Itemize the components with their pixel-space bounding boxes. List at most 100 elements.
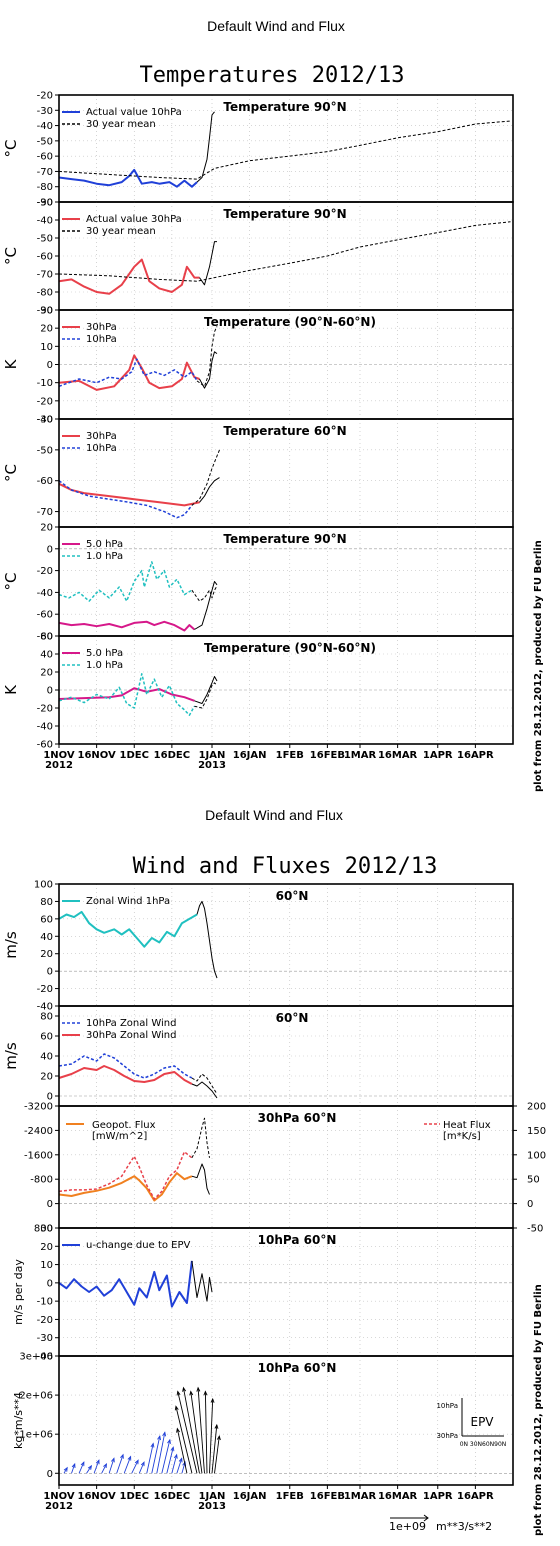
ytick-label: 20: [40, 324, 53, 335]
panel-0-0: -20 -30 -40 -50 -60 -70 -80 -90 Temperature 90°N…: [2, 91, 514, 209]
y-unit-label: °C: [2, 247, 20, 265]
xtick-label: 1DEC: [120, 1491, 149, 1502]
panel-0-1: -30 -40 -50 -60 -70 -80 -90 Temperature 90°N °C A…: [2, 198, 514, 317]
epv-vector-head: [178, 1457, 183, 1463]
xtick-label: 1NOV: [43, 1491, 75, 1502]
ytick-label: -80: [37, 182, 53, 193]
xtick-label: 16NOV: [77, 750, 116, 761]
series-line-forecast: [196, 900, 218, 979]
panel-title: Temperature 60°N: [223, 424, 346, 438]
epv-vector-head: [167, 1438, 171, 1444]
xtick-label: 16DEC: [154, 750, 190, 761]
ytick-label: -30: [37, 106, 53, 117]
ytick-label: -40: [37, 1002, 53, 1013]
series-line-heat-flux: [58, 1151, 193, 1200]
epv-down-label: 30hPa: [436, 1432, 458, 1440]
epv-vector: [108, 1458, 115, 1474]
panel-frame: [58, 635, 514, 745]
legend-label: Geopot. Flux: [92, 1120, 156, 1131]
ytick-label: -70: [37, 167, 53, 178]
epv-vector: [209, 1398, 214, 1474]
epv-vector-head: [216, 1434, 221, 1441]
ytick-label: 0: [47, 967, 53, 978]
epv-vector: [101, 1463, 107, 1474]
y-unit-label: kg*m/s**4: [12, 1392, 25, 1449]
ytick-right-label: 100: [527, 1150, 546, 1161]
ytick-label: 1e+06: [19, 1430, 53, 1441]
series-line-5-0-hpa: [58, 620, 196, 632]
xtick-label: 16FEB: [310, 1491, 345, 1502]
epv-vector: [177, 1391, 198, 1474]
ytick-label: 20: [40, 668, 53, 679]
epv-vector-head: [173, 1453, 178, 1459]
epv-vector-head: [189, 1390, 194, 1396]
legend-label: 30hPa: [86, 431, 117, 442]
epv-vector: [123, 1456, 132, 1474]
series-line-30hpa-forecast: [199, 477, 220, 503]
series-line-1-0-hpa-forecast: [194, 682, 218, 709]
epv-vector: [78, 1461, 85, 1474]
scale-arrow-head: [423, 1514, 429, 1522]
ytick-label: -2400: [24, 1126, 53, 1137]
ytick-label: -1600: [24, 1150, 53, 1161]
ytick-label: 0: [47, 1092, 53, 1103]
ytick-label: -3200: [24, 1102, 53, 1113]
y-unit-label: K: [2, 358, 20, 369]
series-line-geopot-flux: [58, 1172, 193, 1202]
ytick-label: 60: [40, 1032, 53, 1043]
epv-vector-head: [170, 1446, 175, 1452]
xtick-label: 1DEC: [120, 750, 149, 761]
epv-vector-head: [210, 1397, 215, 1403]
series-line-30hpa-forecast: [191, 1081, 218, 1099]
epv-vector-head: [127, 1455, 132, 1461]
ytick-label: -50: [37, 445, 53, 456]
series-line-1-0-hpa-forecast: [191, 585, 218, 602]
xtick-sublabel: 2012: [45, 760, 73, 771]
ytick-label: -80: [37, 632, 53, 643]
ytick-label: 80: [40, 1012, 53, 1023]
ytick-label: -20: [37, 1315, 53, 1326]
series-line-5-0-hpa-forecast: [194, 676, 218, 704]
ytick-label: -40: [37, 1352, 53, 1363]
panel-title: Temperature 90°N: [223, 100, 346, 114]
epv-vector: [204, 1391, 208, 1474]
page-header-top: Default Wind and Flux: [207, 18, 345, 34]
ytick-label: -20: [37, 984, 53, 995]
epv-vector: [156, 1432, 166, 1474]
ytick-label: -10: [37, 378, 53, 389]
epv-label: EPV: [470, 1415, 494, 1429]
temperatures-section-title: Temperatures 2012/13: [140, 63, 405, 88]
legend-label: 5.0 hPa: [86, 648, 123, 659]
legend-label: u-change due to EPV: [86, 1240, 191, 1251]
series-line-u-change-due-to-epv: [58, 1260, 193, 1308]
ytick-label: -80: [37, 288, 53, 299]
epv-vector-head: [176, 1390, 181, 1396]
epv-vector: [211, 1424, 218, 1474]
legend-label: Actual value 10hPa: [86, 107, 182, 118]
xtick-sublabel: 2013: [198, 760, 226, 771]
wind-section-title: Wind and Fluxes 2012/13: [133, 854, 438, 879]
epv-vector-head: [95, 1459, 100, 1465]
xtick-label: 16APR: [457, 1491, 494, 1502]
epv-foot-label: 0N 30N60N90N: [460, 1441, 507, 1448]
epv-vector-head: [111, 1457, 115, 1463]
series-line-30hpa-forecast: [199, 351, 218, 389]
ytick-label: -800: [30, 1175, 53, 1186]
legend-label: Heat Flux: [443, 1120, 491, 1131]
epv-vector: [131, 1460, 139, 1474]
panel-title: 60°N: [276, 889, 309, 903]
legend-label: 10hPa Zonal Wind: [86, 1018, 176, 1029]
epv-vector-head: [176, 1427, 180, 1433]
series-line-10hpa-forecast: [191, 449, 220, 506]
legend-label: 30hPa: [86, 322, 117, 333]
xtick-label: 1APR: [423, 750, 453, 761]
ytick-label: 0: [47, 1199, 53, 1210]
epv-vector-head: [140, 1461, 145, 1467]
series-line-5-0-hpa-forecast: [194, 581, 218, 630]
xtick-label: 16MAR: [378, 750, 418, 761]
epv-vector-head: [103, 1462, 107, 1469]
legend-label: Zonal Wind 1hPa: [86, 896, 170, 907]
xtick-label: 16NOV: [77, 1491, 116, 1502]
legend-label: 1.0 hPa: [86, 660, 123, 671]
